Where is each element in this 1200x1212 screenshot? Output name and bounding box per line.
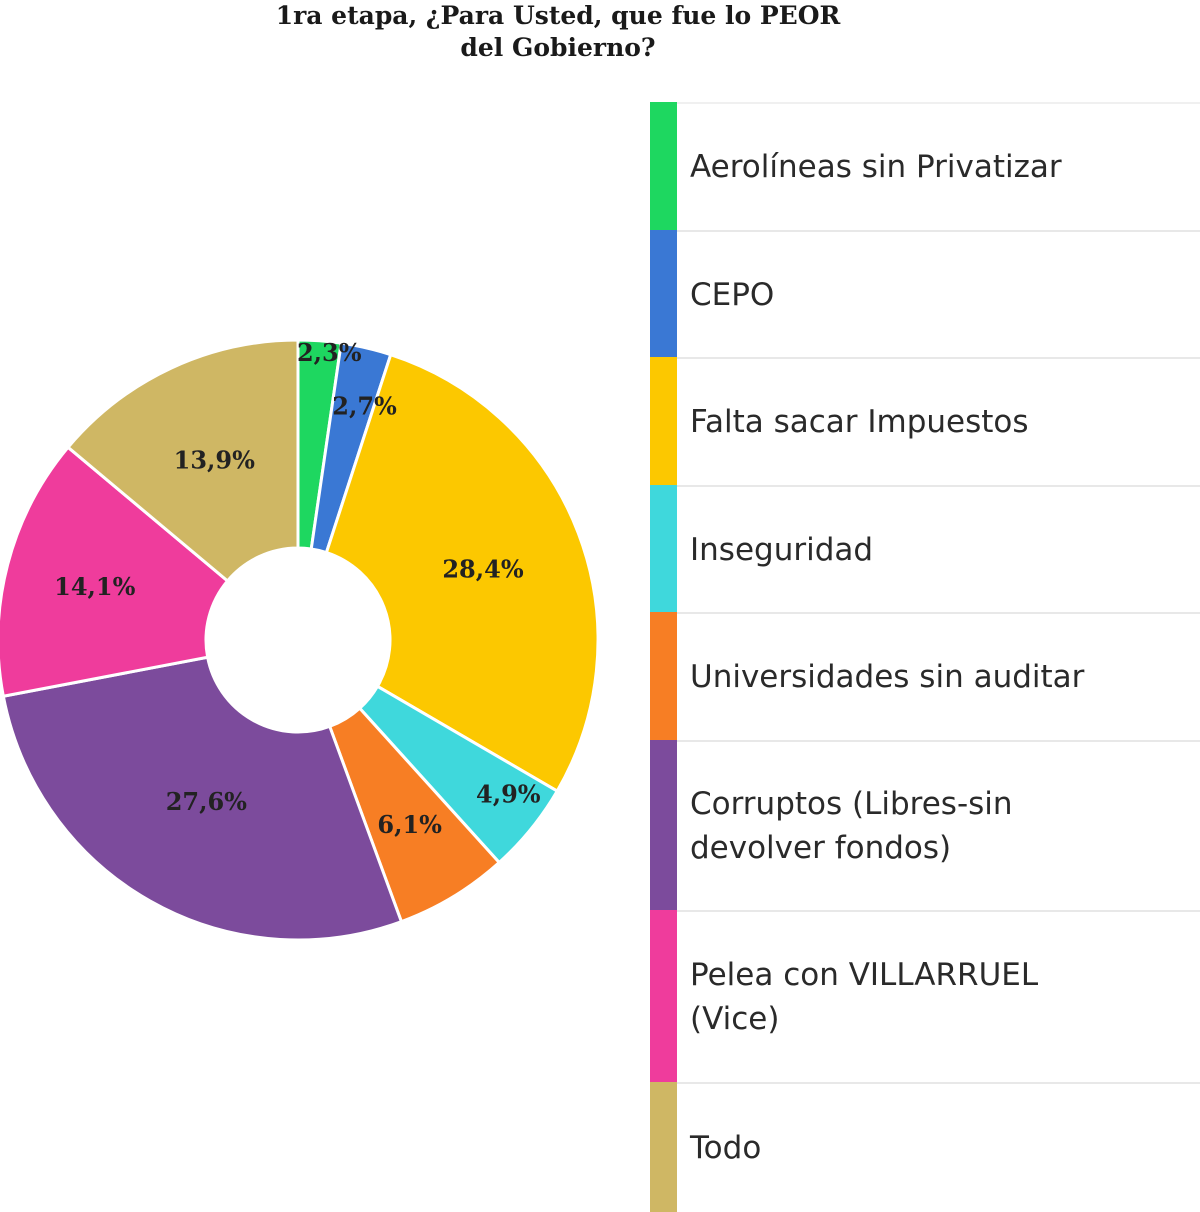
slice-value-label: 13,9% (174, 446, 255, 475)
donut-slice (324, 352, 600, 794)
legend-item: CEPO (650, 230, 1200, 357)
chart-title: 1ra etapa, ¿Para Usted, que fue lo PEOR … (200, 0, 916, 64)
legend-item: Pelea con VILLARRUEL (Vice) (650, 910, 1200, 1082)
legend-item: Inseguridad (650, 485, 1200, 612)
chart-legend: Aerolíneas sin Privatizar CEPO Falta sacar… (650, 102, 1200, 1212)
legend-color-swatch (650, 910, 677, 1082)
donut-slice (0, 445, 230, 698)
legend-color-swatch (650, 612, 677, 740)
legend-label: Corruptos (Libres-sin devolver fondos) (690, 786, 1013, 866)
donut-slice (65, 338, 300, 584)
legend-item: Falta sacar Impuestos (650, 357, 1200, 485)
legend-label: Pelea con VILLARRUEL (Vice) (690, 957, 1039, 1037)
slice-value-label: 6,1% (377, 810, 442, 839)
slice-value-label: 4,9% (476, 780, 541, 809)
legend-label: CEPO (690, 276, 775, 313)
slice-value-label: 14,1% (54, 572, 135, 601)
legend-item: Todo (650, 1082, 1200, 1212)
slice-value-label: 2,3% (297, 338, 362, 367)
chart-title-line-1: 1ra etapa, ¿Para Usted, que fue lo PEOR (275, 1, 841, 30)
legend-item: Aerolíneas sin Privatizar (650, 102, 1200, 230)
legend-item: Universidades sin auditar (650, 612, 1200, 740)
slice-value-label: 2,7% (332, 391, 397, 420)
legend-label: Inseguridad (690, 531, 874, 568)
slice-value-label: 28,4% (442, 554, 523, 583)
chart-title-line-2: del Gobierno? (460, 33, 656, 62)
legend-color-swatch (650, 102, 677, 230)
legend-label: Aerolíneas sin Privatizar (690, 149, 1062, 185)
legend-color-swatch (650, 485, 677, 612)
legend-label: Todo (690, 1130, 762, 1166)
legend-label: Falta sacar Impuestos (690, 404, 1029, 440)
legend-color-swatch (650, 230, 677, 357)
legend-color-swatch (650, 357, 677, 485)
donut-chart: 2,3% 2,7% 28,4% 4,9% 6,1% 27,6% 14,1% 13,9% (0, 338, 600, 942)
slice-value-label: 27,6% (166, 787, 247, 816)
legend-color-swatch (650, 1082, 677, 1212)
donut-slice (1, 655, 404, 942)
legend-color-swatch (650, 740, 677, 910)
legend-label: Universidades sin auditar (690, 659, 1085, 695)
legend-item: Corruptos (Libres-sin devolver fondos) (650, 740, 1200, 910)
